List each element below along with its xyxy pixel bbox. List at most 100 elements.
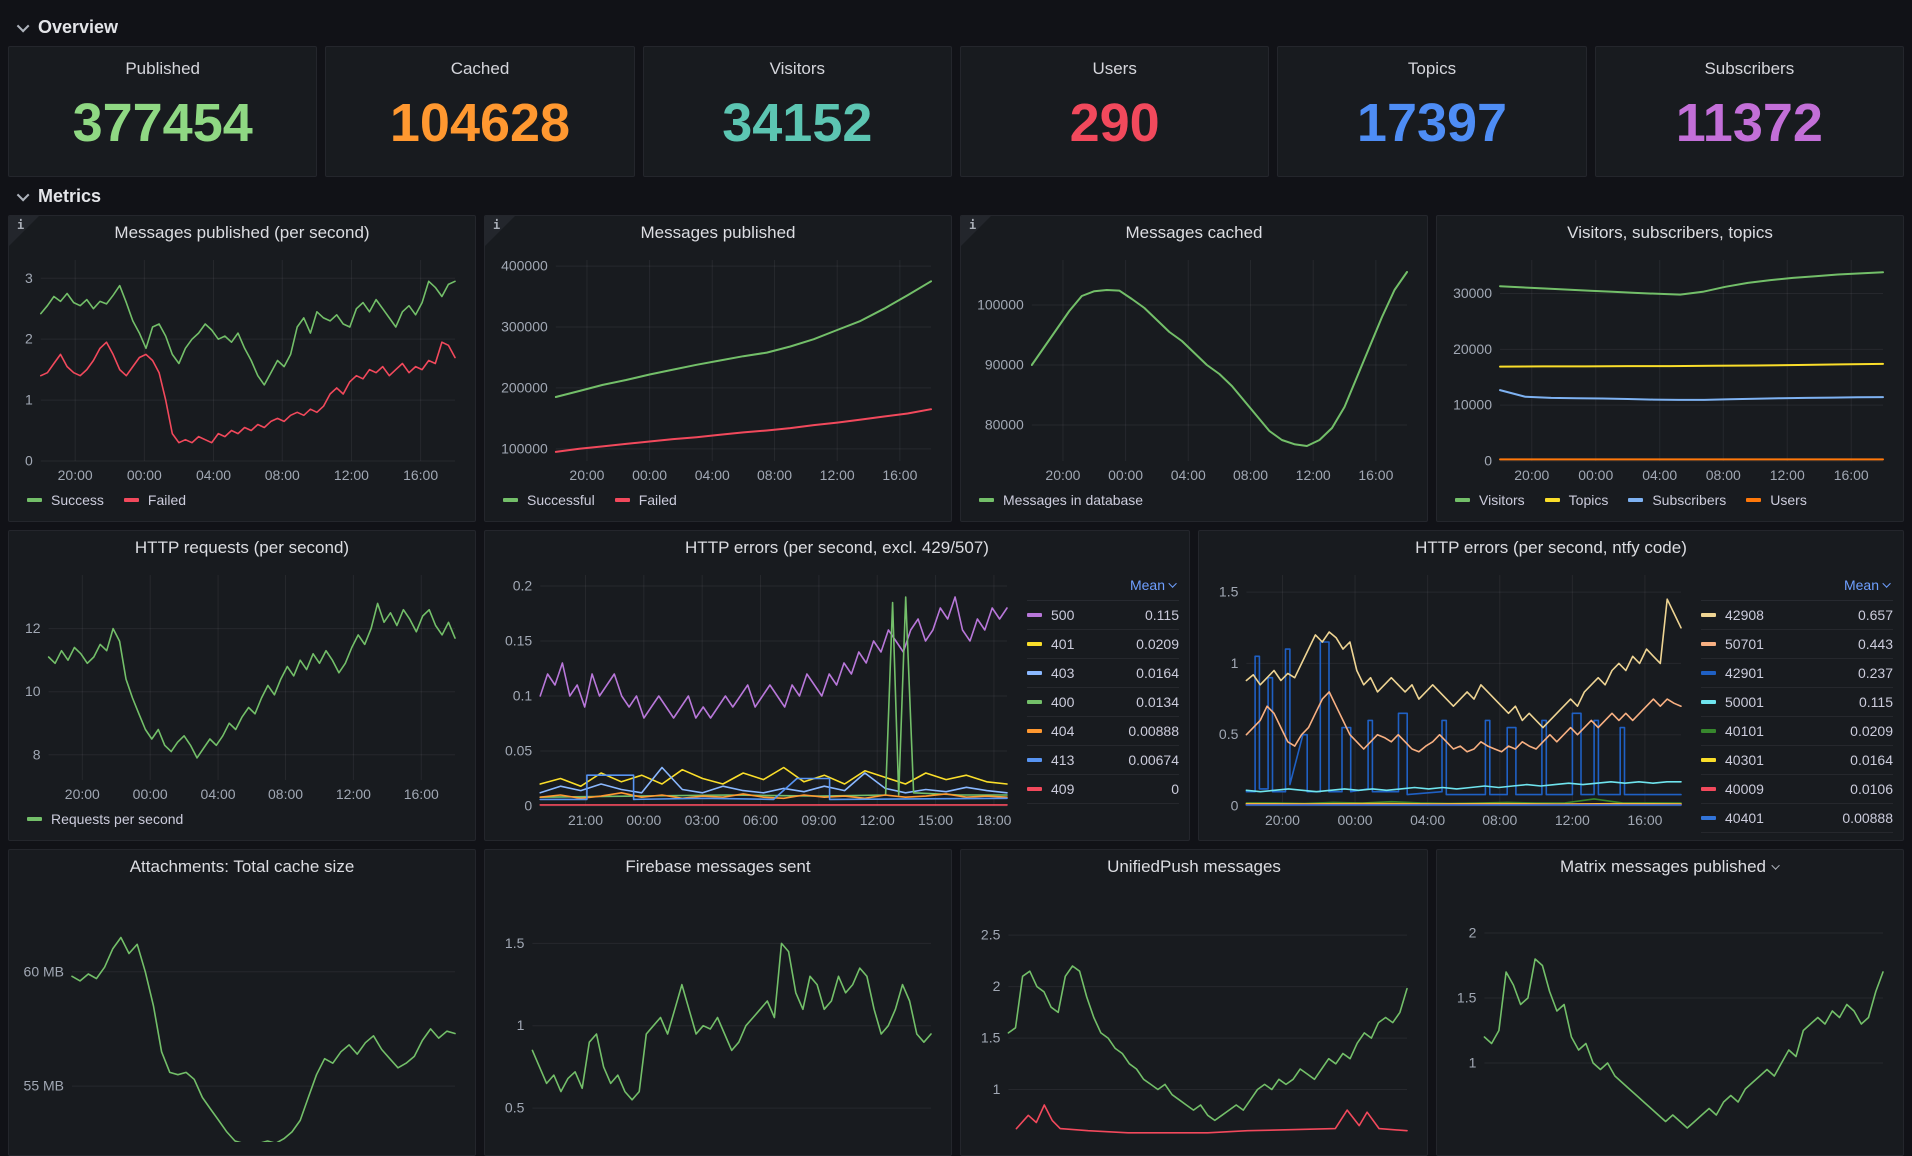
panel-title[interactable]: Attachments: Total cache size bbox=[129, 857, 355, 876]
svg-text:08:00: 08:00 bbox=[1482, 812, 1517, 828]
panel-visitors-subscribers-topics: Visitors, subscribers, topics 0 10000 20000… bbox=[1436, 215, 1904, 522]
panel-corner bbox=[485, 216, 515, 246]
legend-table-row-413[interactable]: 413 0.00674 bbox=[1027, 746, 1179, 775]
legend-table-row-40401[interactable]: 40401 0.00888 bbox=[1701, 804, 1893, 833]
chart-canvas[interactable]: 0 1 2 3 20:00 00:00 04:00 08:00 12:00 16:00 bbox=[15, 250, 465, 487]
panel-http-errors-per-second-ntfy-code: HTTP errors (per second, ntfy code) 0 0.5 1… bbox=[1198, 530, 1904, 841]
chart-area: 0.5 1 1.5 bbox=[491, 884, 941, 1147]
legend-item-subscribers[interactable]: Subscribers bbox=[1628, 492, 1726, 508]
legend-series-code: 404 bbox=[1051, 723, 1075, 739]
legend-table-row-50701[interactable]: 50701 0.443 bbox=[1701, 630, 1893, 659]
legend-table-row-409[interactable]: 409 0 bbox=[1027, 775, 1179, 804]
panel-title[interactable]: Visitors, subscribers, topics bbox=[1567, 223, 1773, 242]
chart-col: 1 1.5 2 bbox=[1443, 884, 1893, 1147]
svg-text:3: 3 bbox=[25, 270, 33, 286]
panel-title[interactable]: HTTP errors (per second, ntfy code) bbox=[1415, 538, 1687, 557]
legend-label: Successful bbox=[527, 492, 595, 508]
legend-series-mean: 0.0164 bbox=[1850, 752, 1893, 768]
svg-text:2: 2 bbox=[25, 331, 33, 347]
legend-item-messages-in-database[interactable]: Messages in database bbox=[979, 492, 1143, 508]
chart-canvas[interactable]: 8 10 12 20:00 00:00 04:00 08:00 12:00 16:00 bbox=[15, 565, 465, 806]
legend-sort-header[interactable]: Mean bbox=[1027, 577, 1179, 601]
legend-sort-header[interactable]: Mean bbox=[1701, 577, 1893, 601]
legend-table-row-403[interactable]: 403 0.0164 bbox=[1027, 659, 1179, 688]
panel-title[interactable]: HTTP errors (per second, excl. 429/507) bbox=[685, 538, 989, 557]
svg-text:18:00: 18:00 bbox=[976, 812, 1011, 828]
chart-canvas[interactable]: 80000 90000 100000 20:00 00:00 04:00 08:00 12:0… bbox=[967, 250, 1417, 487]
legend-label: Requests per second bbox=[51, 811, 184, 827]
chart-canvas[interactable]: 0 0.05 0.1 0.15 0.2 21:00 00:00 03:00 06:00 09:00… bbox=[491, 565, 1017, 832]
svg-text:1: 1 bbox=[1469, 1055, 1477, 1071]
chart-area: 0 1 2 3 20:00 00:00 04:00 08:00 12:00 16:00 bbox=[15, 250, 465, 487]
panel-title[interactable]: HTTP requests (per second) bbox=[134, 538, 350, 557]
chart-col: 55 MB 60 MB bbox=[15, 884, 465, 1147]
panel-title[interactable]: UnifiedPush messages bbox=[1107, 857, 1281, 876]
chart-col: 100000 200000 300000 400000 20:00 00:00 04:00 0… bbox=[491, 250, 941, 513]
legend-item-users[interactable]: Users bbox=[1746, 492, 1807, 508]
chart-area: 55 MB 60 MB bbox=[15, 884, 465, 1147]
legend-table-row-400[interactable]: 400 0.0134 bbox=[1027, 688, 1179, 717]
legend-table-row-50001[interactable]: 50001 0.115 bbox=[1701, 688, 1893, 717]
legend-series-code: 400 bbox=[1051, 694, 1075, 710]
chart-canvas[interactable]: 0 0.5 1 1.5 20:00 00:00 04:00 08:00 12:00 16:00 bbox=[1205, 565, 1691, 832]
svg-text:16:00: 16:00 bbox=[1834, 467, 1869, 483]
panel-title[interactable]: Firebase messages sent bbox=[625, 857, 811, 876]
legend-item-topics[interactable]: Topics bbox=[1544, 492, 1608, 508]
legend-series-code: 403 bbox=[1051, 665, 1075, 681]
legend-item-success[interactable]: Success bbox=[27, 492, 104, 508]
panel-title-row: HTTP requests (per second) bbox=[9, 531, 475, 565]
legend-item-visitors[interactable]: Visitors bbox=[1455, 492, 1525, 508]
legend-table-row-404[interactable]: 404 0.00888 bbox=[1027, 717, 1179, 746]
svg-text:1.5: 1.5 bbox=[1457, 990, 1477, 1006]
panel-title[interactable]: Matrix messages published bbox=[1560, 857, 1766, 876]
svg-text:0: 0 bbox=[25, 453, 33, 469]
info-icon[interactable]: i bbox=[493, 218, 501, 232]
panel-title[interactable]: Messages cached bbox=[1125, 223, 1263, 242]
chevron-down-icon bbox=[1168, 579, 1177, 588]
legend-series-mean: 0.00888 bbox=[1842, 810, 1893, 826]
legend-swatch bbox=[1027, 758, 1042, 762]
chart-col: 1 1.5 2 2.5 bbox=[967, 884, 1417, 1147]
section-header-metrics[interactable]: Metrics bbox=[8, 177, 1904, 215]
chevron-down-icon bbox=[16, 188, 30, 201]
svg-text:16:00: 16:00 bbox=[1358, 467, 1393, 483]
legend-table-row-40301[interactable]: 40301 0.0164 bbox=[1701, 746, 1893, 775]
legend-item-failed[interactable]: Failed bbox=[123, 492, 186, 508]
chart-canvas[interactable]: 0.5 1 1.5 bbox=[491, 884, 941, 1147]
chart-canvas[interactable]: 1 1.5 2 2.5 bbox=[967, 884, 1417, 1147]
legend-series-mean: 0.0209 bbox=[1850, 723, 1893, 739]
info-icon[interactable]: i bbox=[969, 218, 977, 232]
panel-title-row: Messages cached bbox=[961, 216, 1427, 250]
legend-item-successful[interactable]: Successful bbox=[503, 492, 595, 508]
chart-area: 1 1.5 2 bbox=[1443, 884, 1893, 1147]
legend-table-row-500[interactable]: 500 0.115 bbox=[1027, 601, 1179, 630]
section-header-overview[interactable]: Overview bbox=[8, 8, 1904, 46]
legend-item-requests-per-second[interactable]: Requests per second bbox=[27, 811, 183, 827]
legend-table-row-40101[interactable]: 40101 0.0209 bbox=[1701, 717, 1893, 746]
svg-text:08:00: 08:00 bbox=[757, 467, 792, 483]
chevron-down-icon bbox=[1882, 579, 1891, 588]
legend-table-row-40009[interactable]: 40009 0.0106 bbox=[1701, 775, 1893, 804]
legend-table-row-42901[interactable]: 42901 0.237 bbox=[1701, 659, 1893, 688]
svg-text:00:00: 00:00 bbox=[1108, 467, 1143, 483]
svg-text:100000: 100000 bbox=[977, 297, 1024, 313]
panel-title[interactable]: Messages published (per second) bbox=[114, 223, 370, 242]
info-icon[interactable]: i bbox=[17, 218, 25, 232]
stat-value: 34152 bbox=[722, 92, 873, 153]
chart-canvas[interactable]: 11.52 bbox=[1443, 884, 1893, 1147]
chart-canvas[interactable]: 55 MB 60 MB bbox=[15, 884, 465, 1147]
legend-swatch bbox=[1027, 613, 1042, 617]
chart-canvas[interactable]: 0 10000 20000 30000 20:00 00:00 04:00 08:00 12:0… bbox=[1443, 250, 1893, 487]
legend-item-failed[interactable]: Failed bbox=[614, 492, 677, 508]
chart-canvas[interactable]: 100000 200000 300000 400000 20:00 00:00 04:00 0… bbox=[491, 250, 941, 487]
svg-text:55 MB: 55 MB bbox=[24, 1078, 64, 1094]
svg-text:03:00: 03:00 bbox=[685, 812, 720, 828]
panel-title[interactable]: Messages published bbox=[640, 223, 796, 242]
panel-body: 0 0.05 0.1 0.15 0.2 21:00 00:00 03:00 06:00 09:00… bbox=[485, 565, 1189, 840]
legend-swatch bbox=[1544, 498, 1560, 502]
svg-text:1: 1 bbox=[25, 392, 33, 408]
svg-text:300000: 300000 bbox=[501, 319, 548, 335]
svg-text:12:00: 12:00 bbox=[860, 812, 895, 828]
legend-table-row-401[interactable]: 401 0.0209 bbox=[1027, 630, 1179, 659]
legend-table-row-42908[interactable]: 42908 0.657 bbox=[1701, 601, 1893, 630]
